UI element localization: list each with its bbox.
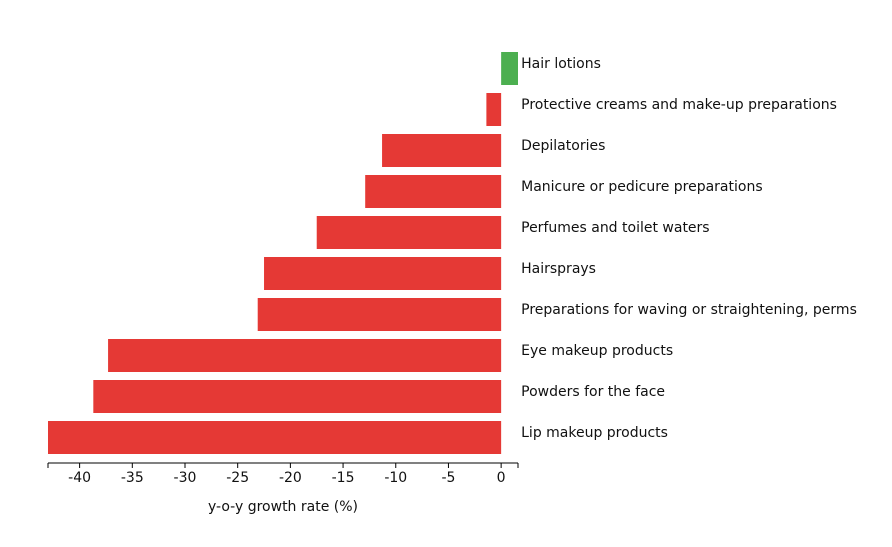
x-tick-label: -25 <box>226 470 249 486</box>
category-label: Depilatories <box>521 138 605 154</box>
bar-hairsprays <box>264 257 502 290</box>
x-tick-label: -20 <box>279 470 302 486</box>
x-tick-label: -15 <box>332 470 355 486</box>
bar-manicure-or-pedicure-preparations <box>365 175 502 208</box>
category-labels-layer: Hair lotions Protective creams and make-u… <box>521 56 857 441</box>
category-label: Preparations for waving or straightening… <box>521 302 857 318</box>
bar-perfumes-and-toilet-waters <box>316 216 502 249</box>
category-label: Hairsprays <box>521 261 596 277</box>
x-tick-label: -30 <box>174 470 197 486</box>
x-axis-title: y-o-y growth rate (%) <box>208 499 358 515</box>
bar-eye-makeup-products <box>108 339 502 372</box>
x-tick-label: -40 <box>68 470 91 486</box>
category-label: Protective creams and make-up preparatio… <box>521 97 837 113</box>
bar-depilatories <box>382 134 502 167</box>
x-ticks-layer: -40 -35 -30 -25 -20 -15 -10 -5 0 <box>47 463 519 486</box>
category-label: Powders for the face <box>521 384 665 400</box>
x-tick-label: 0 <box>497 470 506 486</box>
bar-hair-lotions <box>501 52 518 85</box>
category-label: Lip makeup products <box>521 425 668 441</box>
bars-layer <box>48 52 518 454</box>
category-label: Perfumes and toilet waters <box>521 220 709 236</box>
x-tick-label: -5 <box>441 470 455 486</box>
x-axis: -40 -35 -30 -25 -20 -15 -10 -5 0 <box>47 462 519 486</box>
category-label: Hair lotions <box>521 56 601 72</box>
x-tick-label: -10 <box>384 470 407 486</box>
bar-protective-creams-and-make-up-preparations <box>486 93 502 126</box>
category-label: Manicure or pedicure preparations <box>521 179 763 195</box>
category-label: Eye makeup products <box>521 343 673 359</box>
bar-lip-makeup-products <box>48 421 502 454</box>
bar-powders-for-the-face <box>93 380 502 413</box>
bar-preparations-for-waving-or-straightening-perms <box>257 298 502 331</box>
x-tick-label: -35 <box>121 470 144 486</box>
